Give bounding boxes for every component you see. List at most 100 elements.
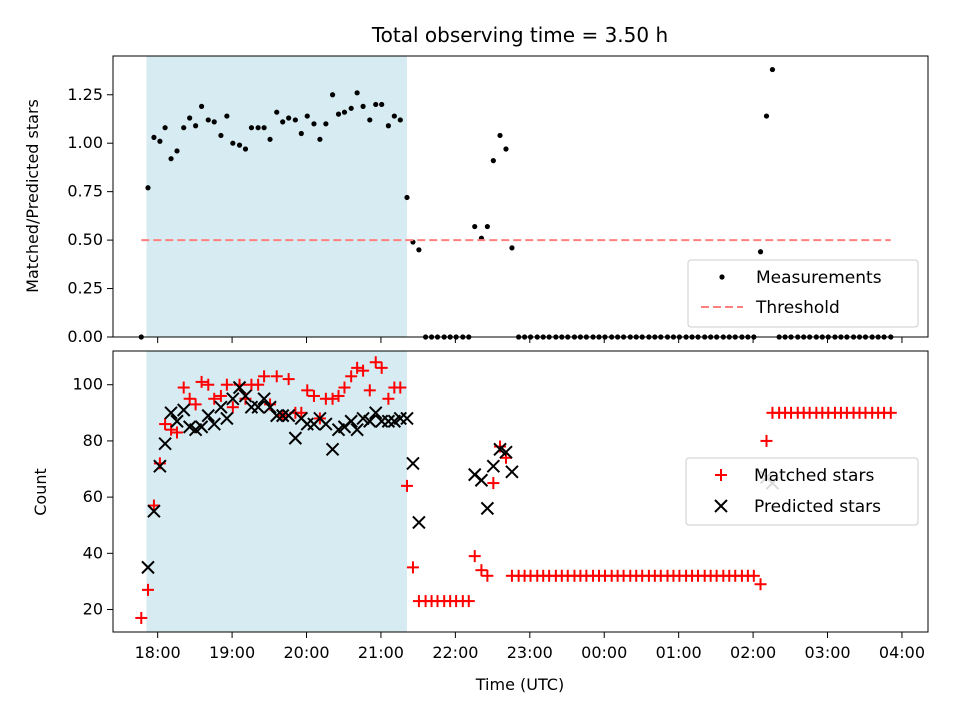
- predicted-star-point: [141, 560, 155, 575]
- matched-star-point: [214, 389, 227, 402]
- measurement-point: [757, 249, 764, 255]
- predicted-star-point: [350, 422, 364, 437]
- matched-star-point: [481, 569, 494, 582]
- measurement-point: [490, 158, 496, 164]
- matched-star-point: [183, 392, 196, 405]
- bottom-legend: Matched stars Predicted stars: [685, 457, 919, 526]
- measurement-point: [385, 123, 391, 129]
- matched-star-point: [357, 364, 370, 377]
- matched-star-point: [258, 370, 271, 383]
- measurement-point: [503, 146, 509, 152]
- measurement-point: [230, 140, 236, 146]
- predicted-star-point: [344, 414, 358, 428]
- matched-star-point: [754, 578, 767, 591]
- predicted-star-point: [207, 417, 221, 431]
- predicted-star-point: [153, 459, 167, 473]
- top-y-tick-label: 0.50: [67, 230, 103, 249]
- measurement-point: [341, 109, 348, 115]
- measurement-point: [181, 125, 187, 131]
- matched-star-point: [326, 392, 339, 405]
- matched-star-point: [400, 479, 413, 492]
- measurement-point: [509, 245, 515, 251]
- matched-star-point: [295, 406, 308, 419]
- bottom-legend-box: [685, 457, 919, 526]
- x-tick-label: 03:00: [804, 643, 850, 662]
- predicted-star-point: [177, 403, 191, 417]
- matched-star-point: [135, 611, 148, 624]
- measurement-point: [198, 103, 205, 109]
- top-legend-box: [687, 259, 919, 328]
- matched-star-point: [760, 434, 773, 447]
- measurement-point: [280, 119, 286, 125]
- measurement-point: [373, 101, 379, 108]
- matched-star-point: [468, 550, 481, 563]
- measurement-point: [157, 138, 163, 144]
- predicted-star-point: [474, 473, 489, 487]
- predicted-star-point: [164, 406, 178, 420]
- matched-star-point: [487, 477, 500, 490]
- predicted-star-point: [194, 420, 209, 434]
- measurement-point: [274, 109, 280, 115]
- matched-star-point: [475, 564, 488, 577]
- measurement-point: [298, 130, 304, 137]
- measurement-point: [416, 247, 422, 253]
- predicted-star-point: [257, 392, 271, 406]
- predicted-star-point: [201, 408, 215, 423]
- matched-star-point: [394, 381, 407, 394]
- matched-star-point: [202, 378, 215, 391]
- predicted-star-point: [281, 408, 296, 423]
- chart-title: Total observing time = 3.50 h: [371, 23, 668, 47]
- x-tick-label: 02:00: [730, 643, 776, 662]
- legend-matched-marker: [715, 469, 727, 481]
- matched-star-point: [165, 423, 178, 436]
- measurement-point: [304, 113, 310, 119]
- predicted-star-point: [406, 456, 420, 471]
- top-y-tick-label: 1.00: [67, 133, 103, 152]
- predicted-star-point: [356, 411, 370, 426]
- x-tick-label: 18:00: [135, 643, 181, 662]
- top-legend: Measurements Threshold: [687, 259, 919, 328]
- predicted-star-point: [226, 392, 240, 406]
- measurement-point: [404, 194, 410, 201]
- matched-star-point: [208, 392, 221, 405]
- measurement-point: [360, 103, 366, 109]
- measurement-point: [367, 117, 373, 123]
- legend-matched-label: Matched stars: [754, 466, 874, 486]
- bottom-y-tick-label: 20: [83, 600, 103, 619]
- predicted-star-point: [400, 411, 414, 426]
- measurement-point: [267, 136, 273, 142]
- measurement-point: [769, 66, 776, 73]
- measurement-point: [348, 105, 354, 111]
- predicted-star-point: [263, 400, 277, 414]
- measurement-point: [317, 136, 323, 142]
- matched-star-point: [189, 398, 202, 411]
- bottom-axes-frame: [112, 350, 929, 633]
- measurement-point: [472, 223, 478, 230]
- legend-threshold-label: Threshold: [755, 298, 840, 318]
- predicted-star-point: [325, 442, 340, 457]
- bottom-panel: 20 40 60 80 100 18:00 19:00 20:00 21:00 22:00 23:0…: [31, 350, 929, 694]
- predicted-star-point: [486, 459, 501, 473]
- matched-star-point: [270, 370, 283, 383]
- measurement-point: [311, 121, 317, 127]
- top-panel: 0.00 0.25 0.50 0.75 1.00 1.25 Total observing…: [23, 23, 929, 346]
- top-y-tick-label: 0.25: [67, 279, 103, 298]
- measurement-point: [145, 185, 151, 191]
- predicted-star-point: [270, 408, 284, 423]
- bottom-axes: 20 40 60 80 100 18:00 19:00 20:00 21:00 22:00 23:0…: [72, 375, 925, 662]
- measurement-point: [236, 142, 243, 148]
- measurement-point: [255, 125, 261, 131]
- legend-predicted-marker: [714, 499, 728, 513]
- top-y-axis-label: Matched/Predicted stars: [23, 99, 42, 293]
- measurement-point: [286, 115, 292, 121]
- bottom-y-tick-label: 100: [72, 375, 103, 394]
- measurement-point: [205, 117, 211, 123]
- predicted-star-point: [158, 437, 172, 451]
- measurement-point: [329, 92, 336, 98]
- matched-star-point: [382, 392, 395, 405]
- predicted-star-point: [220, 411, 234, 426]
- predicted-star-point: [288, 431, 303, 445]
- matched-star-point: [363, 384, 376, 397]
- matched-star-point: [406, 561, 419, 574]
- bottom-y-tick-label: 60: [83, 487, 103, 506]
